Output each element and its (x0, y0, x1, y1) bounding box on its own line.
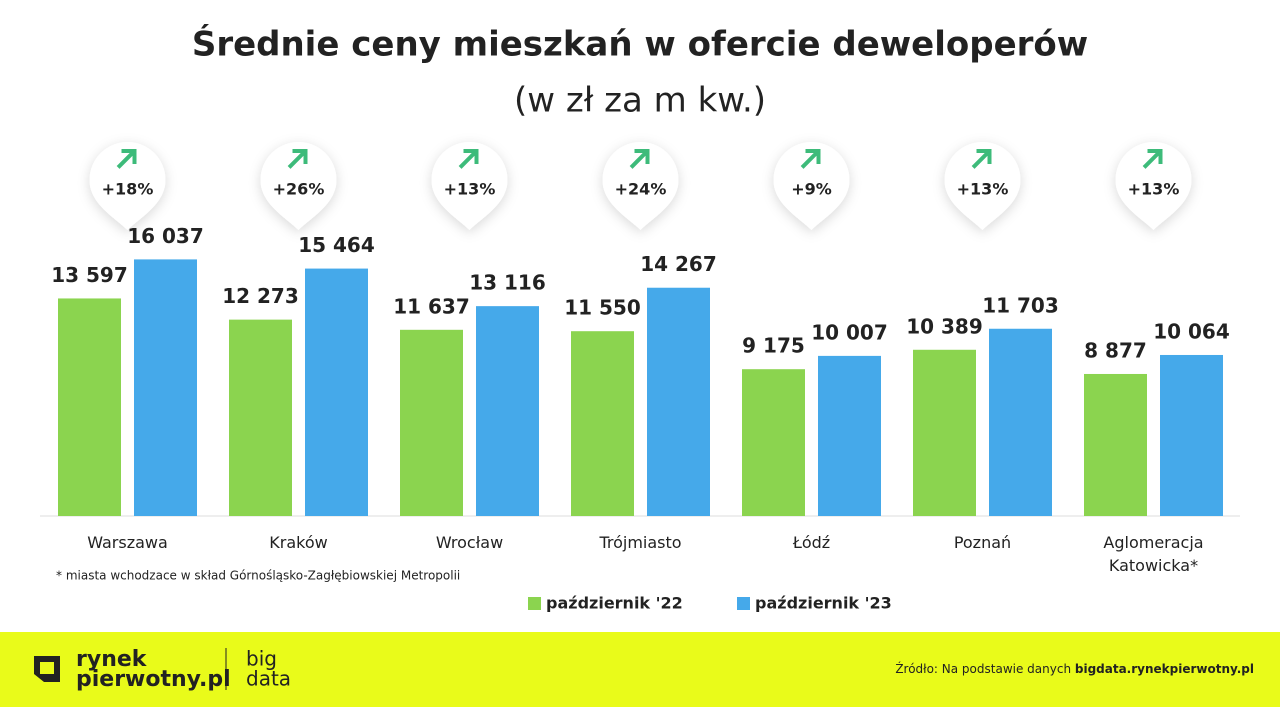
value-label: 10 007 (811, 320, 888, 344)
annotation: +13% (1128, 180, 1180, 199)
bar (229, 319, 292, 516)
brand-text: big (246, 647, 277, 671)
x-tick-label: Warszawa (87, 533, 168, 552)
annotation-bubble (944, 142, 1021, 230)
trend-arrow (287, 149, 308, 169)
value-label: 11 637 (393, 294, 470, 318)
bar (989, 328, 1052, 516)
chart-subtitle: (w zł za m kw.) (514, 81, 766, 121)
annotation: +9% (791, 180, 832, 199)
value-label: 13 597 (51, 263, 128, 287)
bar (647, 287, 710, 516)
trend-arrow (458, 149, 479, 169)
footer-band (0, 632, 1280, 707)
logo-text: rynek (76, 647, 148, 672)
legend-label: październik '22 (546, 594, 683, 613)
x-tick-label: Łódź (792, 533, 831, 552)
value-label: 15 464 (298, 233, 375, 257)
x-tick-label: Trójmiasto (599, 533, 682, 552)
value-label: 16 037 (127, 224, 204, 248)
annotation-bubble (431, 142, 508, 230)
annotation: +13% (957, 180, 1009, 199)
value-label: 10 064 (1153, 319, 1230, 343)
footnote: * miasta wchodzace w skład Górnośląsko-Z… (56, 569, 460, 583)
value-label: 11 550 (564, 296, 641, 320)
legend-swatch (737, 597, 750, 610)
value-label: 10 389 (906, 314, 983, 338)
chart-title: Średnie ceny mieszkań w ofercie dewelope… (192, 24, 1088, 65)
x-tick-label: Wrocław (435, 533, 504, 552)
annotation-bubble (1115, 142, 1192, 230)
annotation-bubble (89, 142, 166, 230)
trend-arrow (1142, 149, 1163, 169)
bar (818, 355, 881, 516)
bar (1084, 373, 1147, 516)
value-label: 12 273 (222, 284, 299, 308)
bar (134, 259, 197, 516)
annotation: +18% (102, 180, 154, 199)
x-tick-label: Kraków (269, 533, 328, 552)
trend-arrow (629, 149, 650, 169)
trend-arrow (116, 149, 137, 169)
annotation: +13% (444, 180, 496, 199)
brand-text: data (246, 667, 291, 691)
value-label: 13 116 (469, 271, 546, 295)
value-label: 8 877 (1084, 338, 1147, 362)
source-link: bigdata.rynekpierwotny.pl (1075, 662, 1254, 676)
value-label: 11 703 (982, 293, 1059, 317)
annotation: +26% (273, 180, 325, 199)
legend-swatch (528, 597, 541, 610)
bar (400, 329, 463, 516)
logo-icon (34, 656, 60, 682)
logo-text: pierwotny.pl (76, 667, 231, 692)
trend-arrow (800, 149, 821, 169)
bar (1160, 354, 1223, 516)
bar (913, 349, 976, 516)
source: Źródło: Na podstawie danych bigdata.ryne… (895, 661, 1254, 676)
annotation-bubble (260, 141, 337, 230)
annotation-bubble (773, 142, 850, 230)
annotation-bubble (602, 141, 679, 230)
value-label: 9 175 (742, 334, 805, 358)
bar (58, 298, 121, 516)
legend-label: październik '23 (755, 594, 892, 613)
bar (571, 331, 634, 516)
annotation: +24% (615, 180, 667, 199)
x-tick-label: Aglomeracja Katowicka* (1103, 533, 1204, 575)
bar (305, 268, 368, 516)
bar (476, 306, 539, 516)
trend-arrow (971, 149, 992, 169)
value-label: 14 267 (640, 252, 717, 276)
source-text: Źródło: Na podstawie danych (895, 661, 1075, 676)
bar (742, 369, 805, 516)
x-tick-label: Poznań (953, 533, 1012, 552)
